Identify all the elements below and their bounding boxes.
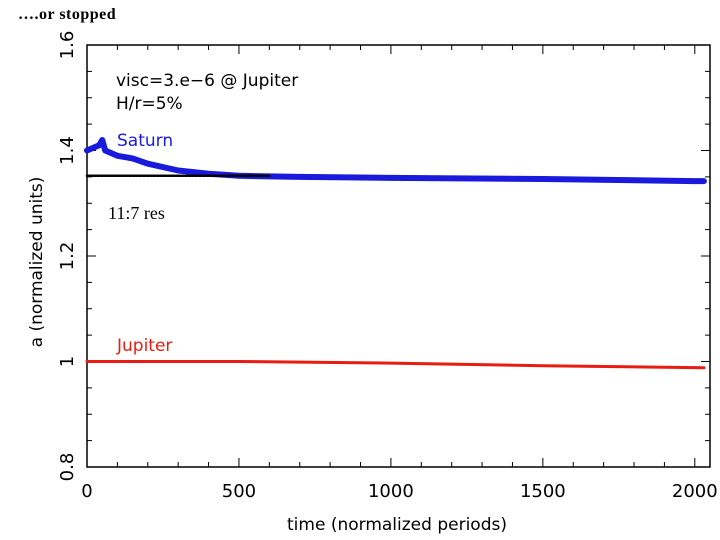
x-axis-label: time (normalized periods) — [287, 515, 507, 535]
series-line-saturn — [84, 137, 707, 185]
x-tick-label: 0 — [81, 481, 92, 502]
resonance-label: 11:7 res — [108, 203, 165, 223]
y-tick-label: 0.8 — [57, 453, 78, 482]
legend-saturn-label: Saturn — [117, 131, 173, 151]
y-tick-label: 1.6 — [57, 31, 78, 60]
series-line-jupiter — [85, 360, 706, 370]
x-tick-label: 1500 — [520, 481, 566, 502]
y-tick-label: 1.4 — [57, 136, 78, 165]
series-layer — [84, 137, 707, 370]
annotation-aspect-ratio: H/r=5% — [116, 94, 183, 114]
legend-jupiter-label: Jupiter — [116, 336, 172, 356]
y-tick-label: 1 — [57, 356, 78, 367]
x-tick-label: 500 — [222, 481, 256, 502]
x-tick-label: 2000 — [672, 481, 718, 502]
axis-ticks: 0 500 1000 1500 2000 0.8 1 1.2 1.4 1.6 — [57, 31, 718, 502]
annotation-viscosity: visc=3.e−6 @ Jupiter — [116, 71, 298, 91]
y-axis-label: a (normalized units) — [27, 177, 47, 348]
y-tick-label: 1.2 — [57, 242, 78, 271]
x-tick-label: 1000 — [368, 481, 414, 502]
slide-title: ….or stopped — [18, 6, 117, 23]
